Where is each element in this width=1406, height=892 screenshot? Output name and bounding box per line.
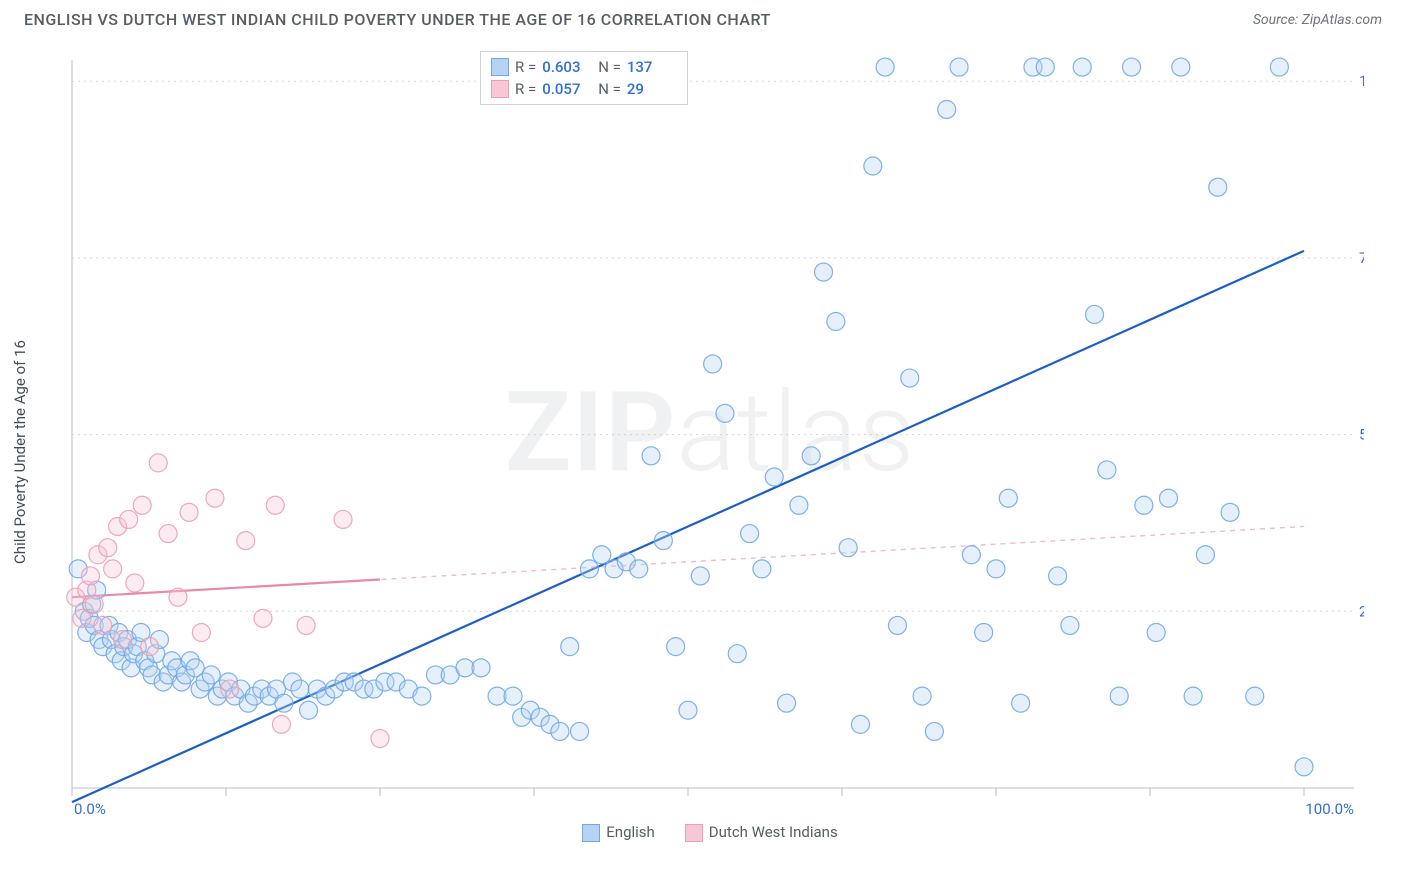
legend-item-dutch: Dutch West Indians bbox=[685, 823, 838, 842]
legend-r-label: R = bbox=[515, 80, 536, 98]
scatter-chart: 25.0% 50.0% 75.0% 100.0% 0.0% 100.0% bbox=[64, 48, 1364, 838]
legend-n-label: N = bbox=[598, 58, 621, 76]
legend-swatch-dutch bbox=[685, 824, 703, 842]
legend-label: Dutch West Indians bbox=[709, 823, 838, 841]
legend-swatch-english bbox=[491, 58, 509, 76]
legend-r-value: 0.603 bbox=[542, 58, 592, 76]
y-axis-label: Child Poverty Under the Age of 16 bbox=[11, 340, 29, 564]
legend-n-value: 29 bbox=[627, 80, 677, 98]
legend-swatch-dutch bbox=[491, 80, 509, 98]
svg-text:25.0%: 25.0% bbox=[1359, 602, 1364, 620]
svg-text:100.0%: 100.0% bbox=[1305, 800, 1354, 818]
legend-swatch-english bbox=[582, 824, 600, 842]
plot-area: Child Poverty Under the Age of 16 ZIPatl… bbox=[40, 48, 1380, 838]
legend-r-label: R = bbox=[515, 58, 536, 76]
svg-text:75.0%: 75.0% bbox=[1359, 249, 1364, 267]
source-attribution: Source: ZipAtlas.com bbox=[1253, 12, 1382, 28]
stats-legend-row: R = 0.603 N = 137 bbox=[491, 56, 677, 78]
stats-legend: R = 0.603 N = 137 R = 0.057 N = 29 bbox=[480, 51, 688, 105]
svg-text:100.0%: 100.0% bbox=[1359, 72, 1364, 90]
legend-label: English bbox=[606, 823, 655, 841]
legend-item-english: English bbox=[582, 823, 655, 842]
source-name: ZipAtlas.com bbox=[1302, 12, 1382, 28]
stats-legend-row: R = 0.057 N = 29 bbox=[491, 78, 677, 100]
svg-text:50.0%: 50.0% bbox=[1359, 426, 1364, 444]
svg-text:0.0%: 0.0% bbox=[74, 800, 106, 818]
series-legend: English Dutch West Indians bbox=[40, 823, 1380, 842]
source-prefix: Source: bbox=[1253, 12, 1302, 28]
chart-title: ENGLISH VS DUTCH WEST INDIAN CHILD POVER… bbox=[24, 10, 771, 29]
legend-n-label: N = bbox=[598, 80, 621, 98]
legend-n-value: 137 bbox=[627, 58, 677, 76]
chart-header: ENGLISH VS DUTCH WEST INDIAN CHILD POVER… bbox=[0, 0, 1406, 35]
legend-r-value: 0.057 bbox=[542, 80, 592, 98]
